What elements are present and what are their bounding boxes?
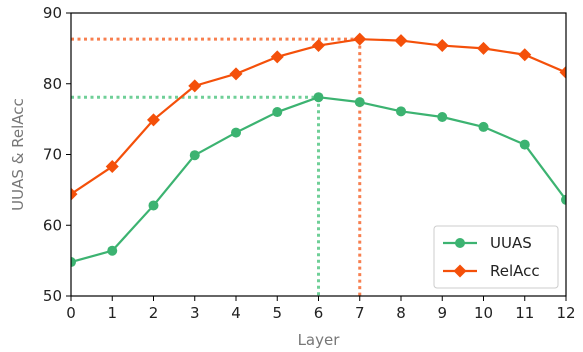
x-tick-label: 7 — [355, 304, 365, 322]
data-point-uuas-2 — [148, 200, 159, 211]
data-point-relacc-8 — [394, 34, 408, 48]
data-point-relacc-12 — [559, 65, 566, 79]
y-axis-ticks: 50 60 70 80 90 — [43, 4, 71, 305]
y-axis-label: UUAS & RelAcc — [9, 98, 27, 211]
data-point-relacc-6 — [312, 39, 325, 53]
legend: UUAS RelAcc — [433, 225, 559, 289]
x-tick-label: 10 — [474, 304, 493, 322]
series-markers — [71, 32, 566, 268]
x-axis-ticks: 0 1 2 3 4 5 6 7 8 9 10 11 12 — [66, 296, 576, 322]
x-tick-label: 11 — [515, 304, 534, 322]
y-tick-label: 90 — [43, 4, 62, 22]
y-tick-label: 50 — [43, 287, 62, 305]
data-point-uuas-5 — [272, 107, 283, 118]
data-point-uuas-1 — [107, 245, 118, 256]
data-point-uuas-3 — [189, 150, 200, 161]
x-tick-label: 12 — [556, 304, 575, 322]
x-tick-label: 4 — [231, 304, 241, 322]
data-point-uuas-11 — [519, 139, 530, 150]
legend-label-relacc: RelAcc — [490, 262, 540, 280]
y-tick-label: 70 — [43, 146, 62, 164]
data-point-uuas-6 — [313, 92, 324, 103]
legend-label-uuas: UUAS — [490, 234, 532, 252]
y-tick-label: 60 — [43, 216, 62, 234]
x-tick-label: 6 — [314, 304, 324, 322]
data-point-uuas-9 — [437, 112, 448, 123]
reference-lines — [71, 37, 362, 296]
data-point-uuas-7 — [354, 97, 365, 108]
data-point-relacc-11 — [518, 48, 532, 62]
data-point-relacc-4 — [229, 67, 243, 81]
x-tick-label: 8 — [396, 304, 406, 322]
data-point-relacc-0 — [71, 187, 78, 201]
x-tick-label: 1 — [107, 304, 117, 322]
legend-swatch-marker-relacc — [453, 264, 467, 278]
x-tick-label: 9 — [437, 304, 447, 322]
data-point-uuas-10 — [478, 121, 489, 132]
legend-swatch-marker-uuas — [455, 238, 465, 248]
x-tick-label: 5 — [272, 304, 282, 322]
x-tick-label: 2 — [149, 304, 159, 322]
data-point-uuas-4 — [231, 127, 241, 138]
data-point-relacc-2 — [147, 113, 160, 127]
data-point-relacc-5 — [270, 50, 284, 64]
x-tick-label: 0 — [66, 304, 76, 322]
y-tick-label: 80 — [43, 75, 62, 93]
x-axis-label: Layer — [298, 331, 341, 349]
data-point-relacc-1 — [105, 160, 119, 174]
data-point-relacc-9 — [435, 39, 449, 53]
data-point-relacc-7 — [353, 32, 367, 46]
x-tick-label: 3 — [190, 304, 200, 322]
data-point-relacc-3 — [188, 79, 202, 93]
data-point-uuas-8 — [396, 106, 406, 117]
data-point-uuas-12 — [561, 194, 566, 205]
data-point-uuas-0 — [71, 257, 76, 268]
data-point-relacc-10 — [477, 41, 490, 55]
